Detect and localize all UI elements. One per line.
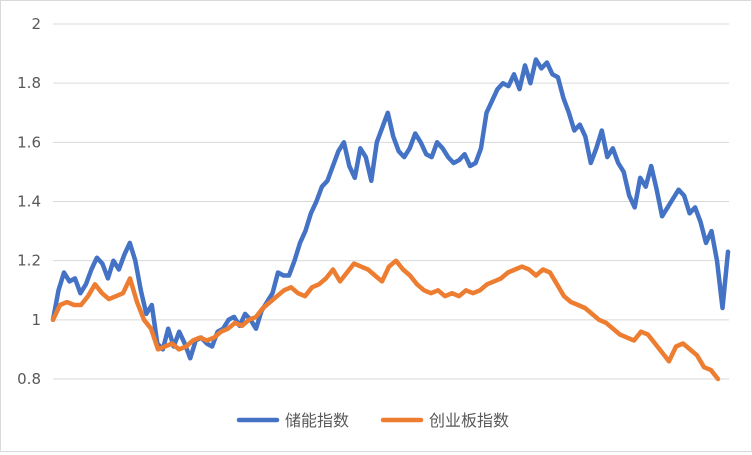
legend-label-0: 储能指数 — [285, 411, 349, 430]
y-axis-ticks: 0.8 1 1.2 1.4 1.6 1.8 2 — [17, 15, 41, 388]
y-tick-label: 1 — [31, 311, 41, 329]
y-tick-label: 0.8 — [17, 370, 41, 388]
legend: 储能指数 创业板指数 — [236, 411, 509, 430]
y-tick-label: 1.6 — [17, 133, 41, 151]
y-tick-label: 1.2 — [17, 252, 41, 270]
series-line-1 — [50, 258, 721, 382]
y-tick-label: 1.8 — [17, 74, 41, 92]
gridlines — [53, 23, 729, 380]
y-tick-label: 2 — [31, 15, 41, 33]
series-line-0 — [50, 57, 731, 361]
legend-label-1: 创业板指数 — [429, 411, 509, 430]
series-lines — [50, 57, 731, 382]
y-tick-label: 1.4 — [17, 193, 41, 211]
